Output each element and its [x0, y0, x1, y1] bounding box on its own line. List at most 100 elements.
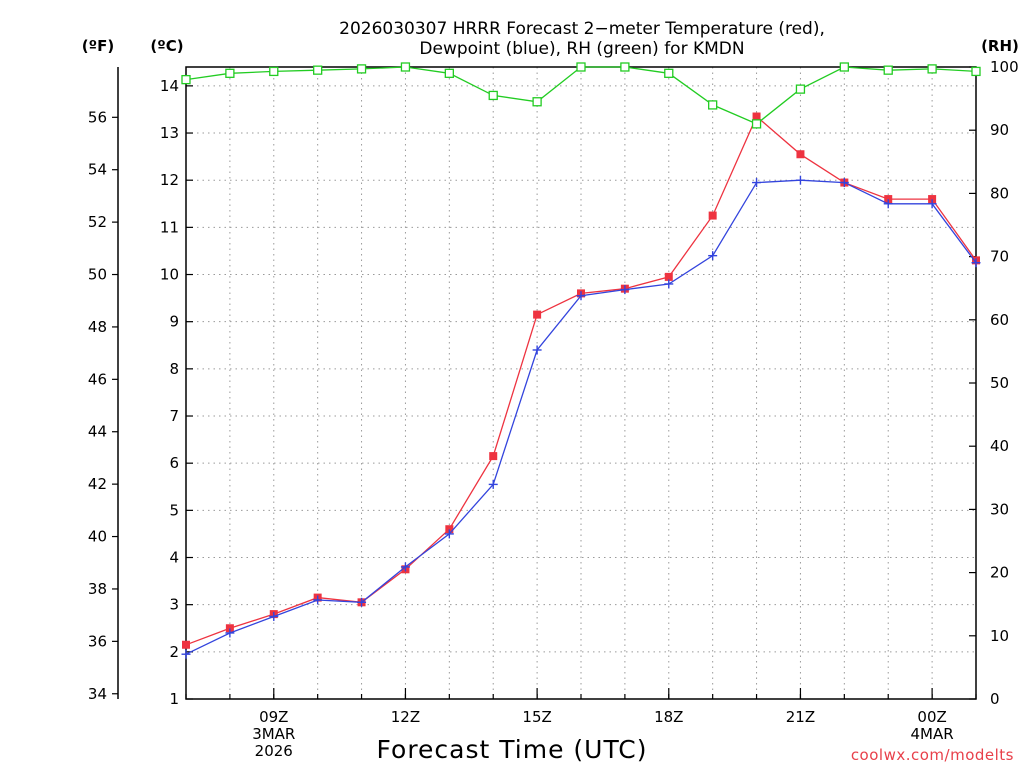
fahrenheit-tick-label: 54 [88, 161, 107, 179]
rh-tick-label: 50 [990, 374, 1009, 392]
rh-point [795, 84, 806, 94]
dewpoint-point [225, 628, 235, 638]
temperature-point [225, 624, 234, 633]
fahrenheit-tick-label: 44 [88, 423, 107, 441]
rh-tick-label: 100 [990, 58, 1019, 76]
chart-title-line-1: 2026030307 HRRR Forecast 2−meter Tempera… [339, 19, 825, 39]
dewpoint-point [488, 479, 498, 489]
temperature-point [664, 272, 673, 281]
rh-point [313, 65, 323, 75]
fahrenheit-tick-label: 48 [88, 318, 107, 336]
rh-point [839, 62, 849, 72]
rh-point [181, 74, 191, 85]
rh-tick-label: 30 [990, 500, 1009, 518]
rh-point [488, 90, 498, 101]
rh-tick-label: 0 [990, 690, 1000, 708]
dewpoint-point [620, 285, 630, 295]
rh-point [751, 119, 762, 129]
celsius-tick-label: 9 [169, 313, 179, 331]
dewpoint-point [269, 611, 279, 621]
chart-title-line-2: Dewpoint (blue), RH (green) for KMDN [419, 39, 744, 59]
dewpoint-point [313, 595, 323, 605]
temperature-point [708, 211, 717, 220]
dewpoint-point [708, 251, 718, 261]
rh-tick-label: 90 [990, 121, 1009, 139]
dewpoint-point [883, 199, 893, 209]
x-tick-label: 15Z [522, 708, 551, 726]
fahrenheit-unit-label: (ºF) [82, 37, 114, 55]
dewpoint-point [839, 178, 849, 188]
dewpoint-point [971, 258, 981, 268]
x-axis-label: Forecast Time (UTC) [377, 735, 648, 764]
x-tick-label: 4MAR [911, 725, 954, 743]
rh-point [620, 62, 630, 72]
rh-tick-label: 10 [990, 627, 1009, 645]
source-credit: coolwx.com/modelts [851, 746, 1014, 764]
rh-point [400, 62, 411, 72]
celsius-tick-label: 3 [169, 596, 179, 614]
rh-point [576, 62, 586, 72]
series-rh [181, 62, 981, 129]
rh-point [883, 65, 893, 75]
dewpoint-point [532, 345, 542, 355]
dewpoint-point [664, 279, 674, 289]
rh-point [708, 100, 718, 110]
celsius-tick-label: 13 [160, 124, 179, 142]
temperature-point [796, 150, 805, 159]
x-tick-label: 3MAR [252, 725, 295, 743]
celsius-tick-label: 10 [160, 266, 179, 284]
temperature-point [752, 112, 761, 121]
dewpoint-point [357, 597, 367, 607]
dewpoint-point [444, 529, 454, 539]
rh-tick-label: 20 [990, 564, 1009, 582]
dewpoint-point [576, 291, 586, 301]
x-tick-label: 21Z [786, 708, 815, 726]
x-tick-label: 18Z [654, 708, 683, 726]
rh-point [356, 64, 367, 74]
rh-point [269, 66, 279, 77]
x-tick-label: 00Z [917, 708, 946, 726]
rh-point [927, 64, 937, 74]
fahrenheit-tick-label: 42 [88, 475, 107, 493]
temperature-point [928, 195, 937, 204]
fahrenheit-tick-label: 36 [88, 632, 107, 650]
rh-tick-label: 40 [990, 437, 1009, 455]
temperature-point [884, 195, 893, 204]
rh-tick-label: 60 [990, 311, 1009, 329]
rh-point [664, 68, 674, 78]
dewpoint-point [752, 178, 762, 188]
celsius-tick-label: 1 [169, 690, 179, 708]
temperature-point [533, 310, 542, 319]
rh-unit-label: (RH) [981, 37, 1019, 55]
series-dewpoint [181, 175, 981, 659]
x-tick-label: 2026 [255, 742, 293, 760]
rh-tick-label: 70 [990, 248, 1009, 266]
celsius-tick-label: 4 [169, 549, 179, 567]
ticks-layer: 1234567891011121314343638404244464850525… [88, 58, 1019, 760]
x-tick-label: 09Z [259, 708, 288, 726]
dewpoint-point [400, 562, 410, 572]
celsius-tick-label: 12 [160, 171, 179, 189]
temperature-point [445, 525, 454, 534]
celsius-tick-label: 11 [160, 218, 179, 236]
celsius-tick-label: 5 [169, 501, 179, 519]
temperature-point [489, 452, 498, 461]
dewpoint-point [181, 649, 191, 659]
fahrenheit-tick-label: 46 [88, 370, 107, 388]
rh-point [225, 68, 235, 78]
dewpoint-line [185, 179, 977, 655]
rh-point [532, 97, 542, 107]
fahrenheit-tick-label: 52 [88, 213, 107, 231]
fahrenheit-tick-label: 50 [88, 266, 107, 284]
rh-point [444, 68, 454, 78]
grid-layer [185, 67, 977, 700]
fahrenheit-tick-label: 40 [88, 528, 107, 546]
celsius-unit-label: (ºC) [150, 37, 183, 55]
series-layer [181, 62, 981, 659]
celsius-tick-label: 7 [169, 407, 179, 425]
dewpoint-point [927, 199, 937, 209]
temperature-point [182, 640, 190, 649]
fahrenheit-tick-label: 56 [88, 108, 107, 126]
fahrenheit-tick-label: 34 [88, 685, 107, 703]
celsius-tick-label: 6 [169, 454, 179, 472]
